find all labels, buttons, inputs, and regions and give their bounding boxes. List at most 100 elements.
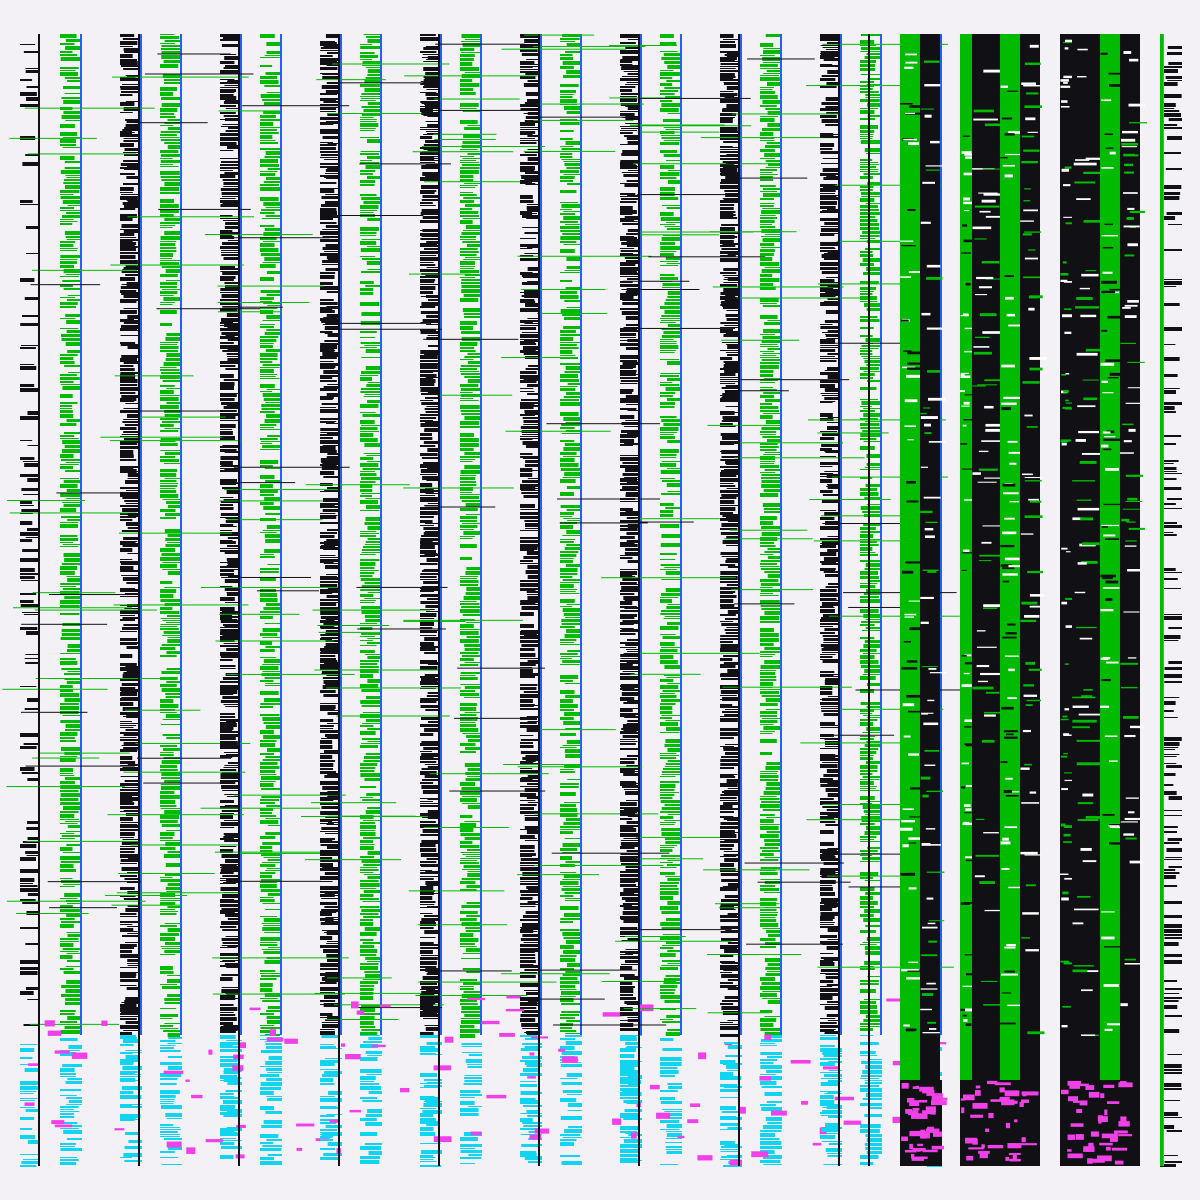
stripe xyxy=(20,857,37,861)
glitch-line xyxy=(13,607,132,609)
stripe xyxy=(63,100,80,104)
stripe xyxy=(460,743,476,746)
glitch-line xyxy=(316,79,386,81)
blue-edge xyxy=(80,34,82,1035)
stripe xyxy=(763,454,780,455)
stripe xyxy=(565,818,580,821)
stripe xyxy=(420,1004,434,1008)
stripe xyxy=(460,538,473,539)
stripe xyxy=(267,1098,282,1101)
stripe xyxy=(560,38,580,40)
stripe xyxy=(260,237,277,240)
stripe xyxy=(260,846,273,849)
stripe xyxy=(620,167,638,169)
stripe xyxy=(760,449,777,451)
stripe xyxy=(420,110,439,111)
stripe xyxy=(520,865,535,866)
stripe xyxy=(360,645,377,646)
stripe xyxy=(360,212,374,213)
stripe xyxy=(660,172,680,176)
stripe xyxy=(267,1006,280,1009)
stripe xyxy=(260,598,278,602)
stripe xyxy=(460,103,479,107)
stripe xyxy=(24,1068,40,1072)
stripe xyxy=(566,1020,580,1022)
stripe xyxy=(24,658,40,659)
glitch-line xyxy=(429,773,549,775)
stripe xyxy=(427,299,440,301)
stripe xyxy=(761,427,780,430)
stripe xyxy=(524,410,540,413)
stripe xyxy=(667,604,680,605)
stripe xyxy=(560,280,573,282)
stripe xyxy=(60,833,75,834)
stripe xyxy=(60,693,80,697)
magenta-mark xyxy=(562,1056,578,1064)
stripe xyxy=(220,668,236,669)
stripe xyxy=(425,93,440,96)
stripe xyxy=(65,46,80,50)
stripe xyxy=(761,359,780,361)
stripe xyxy=(720,1141,735,1145)
stripe xyxy=(621,65,640,69)
stripe xyxy=(624,426,640,427)
stripe xyxy=(563,396,580,398)
stripe xyxy=(420,813,440,816)
stripe xyxy=(420,160,440,161)
stripe xyxy=(326,949,340,953)
stripe xyxy=(667,1083,682,1085)
stripe xyxy=(23,614,40,615)
stripe xyxy=(620,856,640,860)
stripe xyxy=(361,909,380,912)
stripe xyxy=(427,40,440,41)
stripe xyxy=(320,55,333,57)
stripe xyxy=(760,243,775,246)
stripe xyxy=(560,344,577,346)
stripe xyxy=(523,424,540,425)
stripe xyxy=(720,746,734,747)
stripe xyxy=(167,994,180,997)
stripe xyxy=(520,786,540,787)
stripe xyxy=(60,600,80,604)
stripe xyxy=(120,610,140,614)
stripe xyxy=(664,616,680,617)
stripe xyxy=(220,977,233,981)
stripe xyxy=(460,845,480,848)
stripe xyxy=(123,624,140,626)
stripe xyxy=(460,185,478,186)
stripe xyxy=(161,724,180,725)
stripe xyxy=(520,793,536,797)
glitch-line xyxy=(327,815,416,817)
stripe xyxy=(221,938,240,941)
stripe xyxy=(120,638,138,641)
stripe xyxy=(362,723,380,724)
stripe xyxy=(421,271,440,272)
stripe xyxy=(265,1046,282,1049)
stripe xyxy=(266,525,280,529)
stripe xyxy=(720,608,739,609)
stripe xyxy=(526,206,540,210)
stripe xyxy=(325,917,340,918)
stripe xyxy=(622,462,640,464)
stripe xyxy=(526,218,540,219)
stripe xyxy=(266,42,280,46)
glitch-line xyxy=(137,757,231,759)
stripe xyxy=(325,1125,342,1128)
stripe xyxy=(662,1109,682,1110)
stripe xyxy=(526,728,540,732)
stripe xyxy=(560,399,579,401)
glitch-line xyxy=(434,138,496,140)
stripe xyxy=(460,347,475,349)
stripe xyxy=(520,426,540,429)
stripe xyxy=(420,771,437,775)
stripe xyxy=(126,176,140,179)
stripe xyxy=(720,383,736,384)
stripe xyxy=(260,978,277,980)
stripe xyxy=(324,781,340,785)
stripe xyxy=(60,302,78,305)
stripe xyxy=(526,796,540,799)
stripe xyxy=(60,394,73,398)
stripe xyxy=(460,192,473,193)
stripe xyxy=(160,581,173,584)
stripe xyxy=(320,555,336,556)
